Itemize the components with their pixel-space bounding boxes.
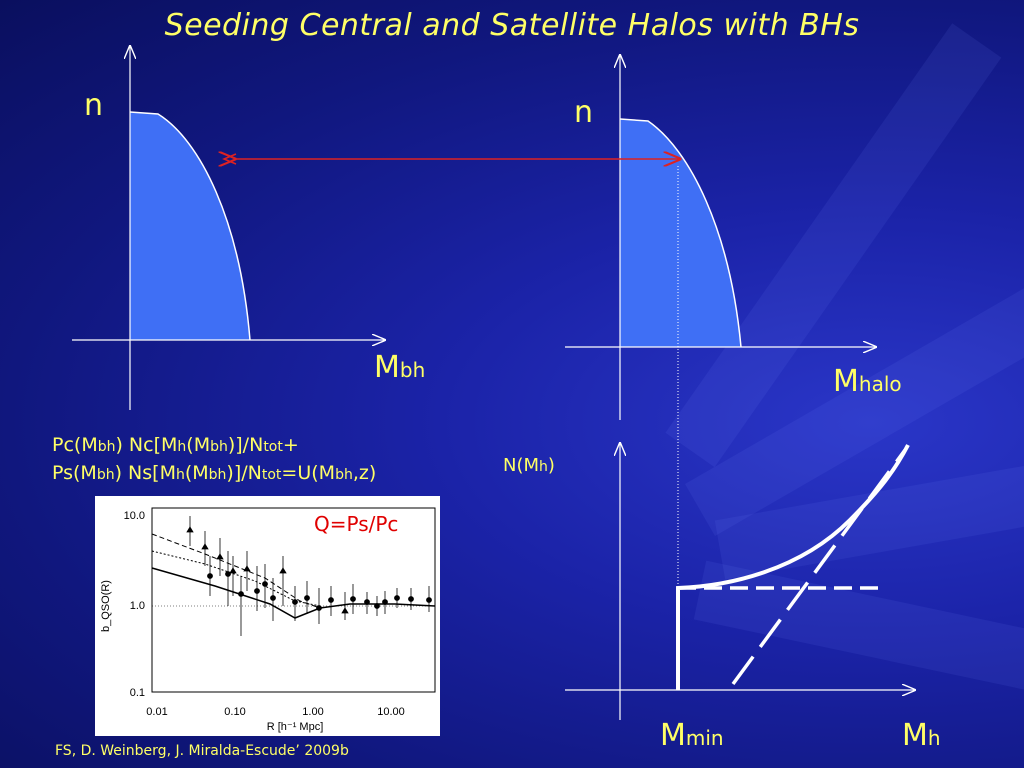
- y-tick-label: 0.1: [130, 687, 145, 699]
- right-y-label: n: [574, 95, 594, 130]
- left-y-label: n: [84, 88, 104, 123]
- bias-plot-inset: 10.0 1.0 0.1 0.01 0.10 1.00 10.00 R [h⁻¹…: [95, 496, 440, 736]
- equation-line-2: Ps(Mbh) Ns[Mh(Mbh)]/Ntot=U(Mbh,z): [52, 462, 377, 484]
- bottom-y-label: N(Mh): [503, 455, 555, 476]
- equation-line-1: Pc(Mbh) Nc[Mh(Mbh)]/Ntot+: [52, 434, 299, 456]
- slide-title: Seeding Central and Satellite Halos with…: [164, 8, 860, 43]
- x-axis-label: R [h⁻¹ Mpc]: [267, 721, 324, 733]
- q-ratio-label: Q=Ps/Pc: [314, 512, 399, 536]
- y-tick-label: 10.0: [124, 510, 145, 522]
- right-x-label: Mhalo: [833, 364, 902, 399]
- left-x-label: Mbh: [374, 350, 426, 385]
- right-distribution-curve: [619, 118, 742, 348]
- satellite-powerlaw-dashed: [731, 448, 907, 686]
- x-tick-label: 1.00: [302, 706, 323, 718]
- x-tick-label: 0.10: [224, 706, 245, 718]
- occupation-curve: [676, 444, 910, 690]
- bottom-x-label: Mh: [902, 718, 941, 753]
- x-tick-label: 0.01: [146, 706, 167, 718]
- citation: FS, D. Weinberg, J. Miralda-Escude’ 2009…: [55, 743, 349, 759]
- right-distribution-fill: [620, 119, 741, 347]
- bias-plot: 10.0 1.0 0.1 0.01 0.10 1.00 10.00 R [h⁻¹…: [100, 507, 436, 733]
- y-tick-label: 1.0: [130, 600, 145, 612]
- left-distribution-fill: [130, 112, 250, 340]
- left-distribution-curve: [129, 111, 251, 341]
- mmin-label: Mmin: [660, 718, 724, 753]
- y-axis-label: b_QSO(R): [100, 580, 112, 632]
- x-tick-label: 10.00: [377, 706, 405, 718]
